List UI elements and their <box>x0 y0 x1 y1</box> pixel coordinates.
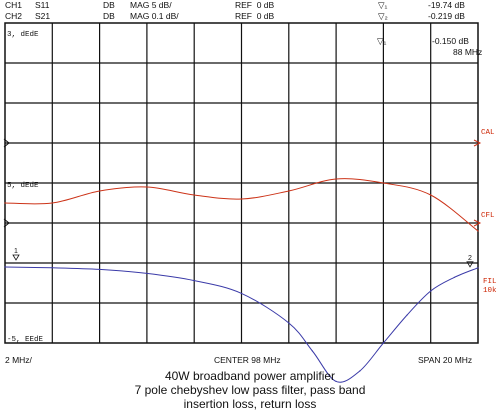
point-s11 <box>240 292 243 294</box>
grid-label-bottom: -5, EEdE <box>7 336 44 344</box>
ch1-param: S11 <box>35 0 50 10</box>
point-s11 <box>4 266 6 268</box>
ch2-param: S21 <box>35 11 51 21</box>
ch1-format: DB <box>103 0 115 10</box>
marker-1-icon <box>12 254 20 261</box>
ch2-label: CH2 <box>5 11 23 21</box>
ref-arrow-s21 <box>3 138 10 148</box>
ref-arrow-s21-right <box>473 139 482 147</box>
point-s21 <box>335 178 337 180</box>
marker2-symbol: ▽₂ <box>378 11 388 21</box>
marker-readout-symbol: ▽₁ <box>377 36 387 46</box>
marker2-value: -0.219 dB <box>428 11 465 21</box>
ch2-format: DB <box>103 11 115 21</box>
point-s11 <box>193 280 195 282</box>
point-s21 <box>51 202 53 204</box>
point-s11 <box>477 267 479 269</box>
ref-arrow-s11-right <box>473 219 482 227</box>
grid-label-mid: 5, dEdE <box>7 182 39 190</box>
marker1-symbol: ▽₁ <box>378 0 388 10</box>
point-s21 <box>382 182 384 184</box>
side-label-cal: CAL <box>481 129 495 137</box>
footer-right: SPAN 20 MHz <box>418 355 473 365</box>
ch2-scale: MAG 0.1 dB/ <box>130 11 179 21</box>
side-label-fil: FIL <box>483 278 497 286</box>
grid-label-top: 3, dEdE <box>7 31 39 39</box>
marker-readout-value: -0.150 dB <box>432 36 469 46</box>
ch1-label: CH1 <box>5 0 23 10</box>
point-s21 <box>4 202 6 204</box>
point-s11 <box>406 314 408 316</box>
side-label-cfl: CFL <box>481 212 495 220</box>
plot-markers: 12 <box>3 138 482 268</box>
caption-line-2: 7 pole chebyshev low pass filter, pass b… <box>134 383 366 397</box>
marker-1-number: 1 <box>14 248 18 255</box>
point-s11 <box>99 268 101 270</box>
point-s11 <box>359 370 361 372</box>
side-label-10k: 10k <box>483 287 497 295</box>
plot-grid <box>4 22 479 344</box>
point-s21 <box>477 230 479 232</box>
point-s21 <box>288 190 290 192</box>
point-s11 <box>382 342 384 344</box>
footer-left: 2 MHz/ <box>5 355 32 365</box>
caption-line-3: insertion loss, return loss <box>183 397 317 411</box>
marker-2-number: 2 <box>468 255 472 262</box>
point-s11 <box>453 276 455 278</box>
point-s21 <box>240 198 243 200</box>
point-s11 <box>51 267 53 269</box>
ref-arrow-s11 <box>3 218 10 228</box>
plot-traces <box>4 178 479 383</box>
marker-2-icon <box>466 261 474 268</box>
point-s11 <box>146 272 148 274</box>
ch2-ref: REF 0 dB <box>235 11 275 21</box>
point-s21 <box>146 186 148 188</box>
marker-readout-freq: 88 MHz <box>453 47 483 57</box>
point-s11 <box>311 350 313 352</box>
point-s21 <box>193 194 195 196</box>
point-s21 <box>99 190 101 192</box>
point-s11 <box>288 322 290 324</box>
caption-line-1: 40W broadband power amplifier <box>164 369 336 383</box>
ch1-scale: MAG 5 dB/ <box>130 0 172 10</box>
marker1-value: -19.74 dB <box>428 0 465 10</box>
footer-center: CENTER 98 MHz <box>214 355 281 365</box>
ch1-ref: REF 0 dB <box>235 0 275 10</box>
point-s11 <box>430 290 432 292</box>
point-s21 <box>430 194 432 196</box>
point-s11 <box>335 380 337 382</box>
